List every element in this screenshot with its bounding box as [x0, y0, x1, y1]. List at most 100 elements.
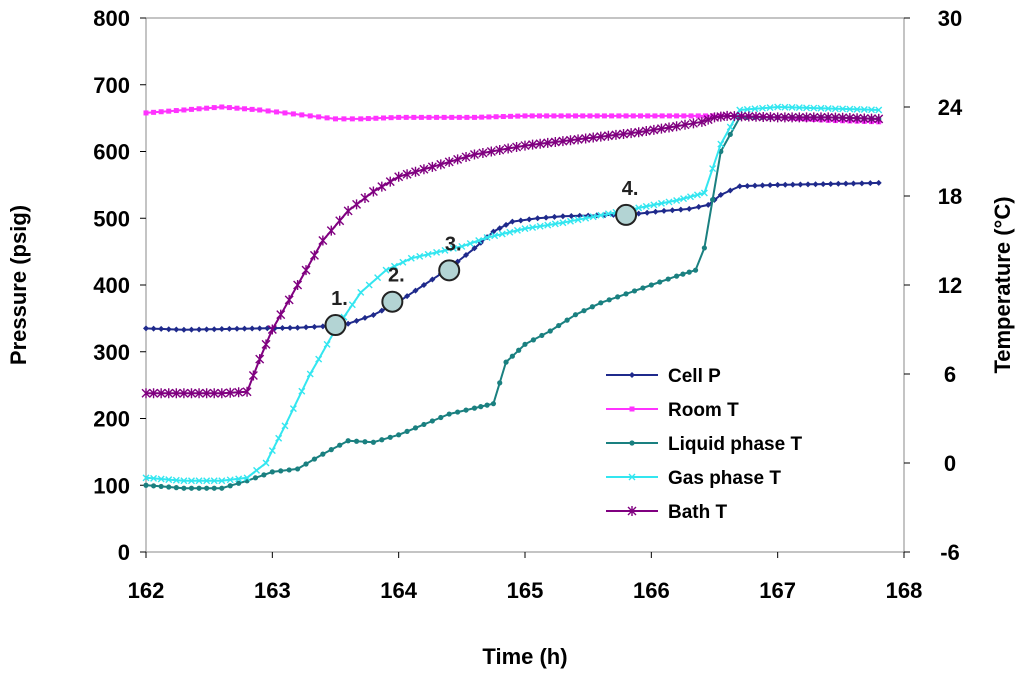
data-point: [500, 114, 506, 120]
data-point: [479, 114, 485, 120]
data-point: [656, 123, 666, 134]
x-tick-label: 163: [254, 578, 291, 603]
data-point: [574, 216, 582, 224]
ticks-layer: 162 163 164 165 166 167 1680100200300400500600…: [93, 6, 963, 603]
data-point: [539, 332, 545, 339]
data-point: [630, 113, 636, 119]
data-point: [151, 109, 157, 115]
data-point: [311, 456, 318, 462]
data-point: [453, 154, 463, 165]
data-point: [396, 432, 402, 438]
legend-item: Room T: [606, 400, 739, 421]
data-point: [411, 114, 417, 120]
data-point: [767, 182, 774, 189]
data-point: [623, 291, 629, 297]
data-point: [781, 103, 789, 111]
data-point: [703, 114, 713, 125]
data-point: [449, 114, 455, 120]
data-point: [381, 115, 387, 121]
data-point: [845, 113, 855, 124]
data-point: [589, 304, 595, 310]
data-point: [226, 476, 234, 484]
data-point: [508, 113, 514, 119]
legend-item: Gas phase T: [606, 468, 781, 489]
data-point: [645, 113, 651, 119]
data-point: [188, 106, 194, 112]
data-point: [249, 325, 256, 332]
data-point: [282, 110, 288, 116]
data-point: [311, 323, 318, 330]
y2-tick-label: 0: [944, 451, 956, 476]
data-point: [188, 485, 195, 491]
data-point: [478, 404, 484, 410]
data-point: [512, 142, 522, 153]
y-tick-label: 100: [93, 473, 130, 498]
data-point: [581, 133, 591, 144]
data-point: [353, 438, 360, 444]
data-point: [666, 113, 672, 119]
data-point: [634, 127, 644, 138]
data-point: [362, 439, 368, 445]
data-point: [463, 251, 470, 258]
data-point: [373, 115, 379, 121]
data-point: [773, 112, 783, 123]
data-point: [225, 387, 235, 398]
data-point: [352, 199, 362, 210]
data-point: [503, 359, 509, 365]
data-point: [158, 109, 164, 115]
data-point: [441, 114, 447, 120]
data-point: [378, 307, 385, 314]
legend-label: Cell P: [668, 366, 721, 387]
data-point: [558, 136, 568, 147]
data-point: [686, 269, 692, 275]
data-point: [187, 477, 195, 485]
data-point: [357, 288, 365, 296]
data-point: [316, 114, 322, 120]
data-point: [794, 112, 804, 123]
data-point: [543, 137, 553, 148]
data-point: [268, 447, 276, 455]
data-point: [343, 205, 353, 216]
data-point: [635, 210, 642, 217]
data-point: [623, 113, 629, 119]
data-point: [441, 246, 449, 254]
y2-tick-label: 6: [944, 362, 956, 387]
x-tick-label: 164: [380, 578, 417, 603]
legend-marker: [627, 506, 637, 516]
data-point: [345, 438, 351, 444]
data-point: [471, 405, 478, 411]
annotation-label: 3.: [445, 233, 462, 255]
data-point: [513, 226, 521, 234]
data-point: [853, 105, 861, 113]
annotation-label: 4.: [622, 178, 639, 200]
data-point: [727, 131, 733, 138]
data-point: [303, 461, 309, 467]
series-gas-phase-t: [142, 103, 883, 485]
data-point: [657, 199, 665, 207]
data-point: [446, 411, 452, 417]
data-point: [165, 476, 173, 484]
data-point: [166, 484, 172, 490]
y-tick-label: 700: [93, 73, 130, 98]
data-point: [601, 113, 607, 119]
data-point: [326, 225, 336, 236]
y-tick-label: 300: [93, 340, 130, 365]
data-point: [341, 116, 347, 122]
data-point: [158, 325, 165, 332]
data-point: [787, 112, 797, 123]
data-point: [558, 113, 564, 119]
data-point: [559, 213, 566, 220]
data-point: [529, 223, 537, 231]
data-point: [301, 265, 311, 276]
data-point: [226, 105, 232, 111]
data-point: [427, 161, 437, 172]
data-point: [458, 242, 466, 250]
data-point: [181, 107, 187, 113]
data-point: [290, 111, 296, 117]
data-point: [361, 314, 368, 321]
data-point: [158, 483, 164, 490]
data-point: [365, 281, 373, 289]
data-point: [615, 294, 621, 300]
data-point: [526, 216, 533, 223]
data-point: [274, 109, 280, 115]
